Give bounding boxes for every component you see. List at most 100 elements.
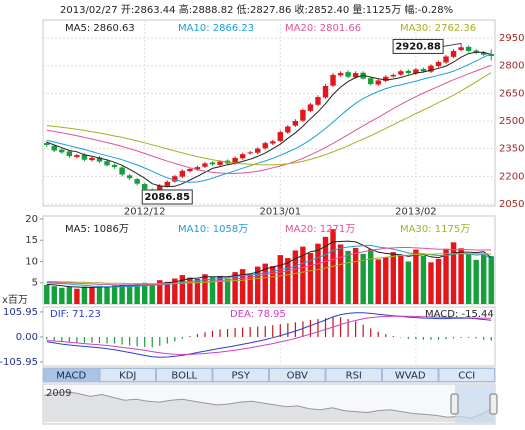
tab[interactable] [382, 368, 439, 382]
tab-label[interactable]: PSY [232, 371, 251, 382]
macd-bar [257, 326, 259, 337]
tab-label[interactable]: CCI [458, 371, 475, 382]
tab[interactable] [325, 368, 382, 382]
candle-body [187, 168, 193, 172]
candle-body [383, 76, 389, 81]
macd-bar [68, 336, 70, 343]
macd-bar [287, 323, 289, 337]
candle-body [315, 97, 321, 105]
candle-body [44, 143, 50, 145]
tab-label[interactable]: WVAD [395, 371, 426, 382]
macd-bar [53, 336, 55, 341]
y-tick-label: 2050 [499, 199, 524, 210]
volume-bar [375, 259, 381, 304]
candle-body [111, 164, 118, 168]
candle-body [345, 72, 351, 77]
volume-bar [74, 288, 80, 304]
y-tick-label: 15 [25, 235, 38, 246]
macd-bar [98, 336, 101, 344]
volume-bar [89, 287, 95, 304]
candle-body [74, 155, 80, 157]
legend-entry: MA20: 2801.66 [285, 23, 361, 34]
macd-bar [294, 322, 296, 337]
tab-label[interactable]: KDJ [119, 371, 136, 382]
macd-bar [347, 319, 349, 337]
ma-line [46, 53, 492, 183]
y-unit-label: x百万 [2, 294, 28, 306]
navigator-label: 2009 [46, 388, 71, 399]
tab-label[interactable]: BOLL [171, 371, 197, 382]
candle-body [465, 46, 472, 51]
macd-bar [339, 317, 342, 337]
tab[interactable] [269, 368, 326, 382]
candle-body [405, 70, 412, 74]
candle-body [352, 73, 359, 78]
volume-bar [141, 282, 148, 304]
volume-bar [390, 252, 397, 304]
navigator-selection[interactable] [455, 385, 494, 423]
macd-bar [226, 328, 229, 337]
volume-bar [383, 257, 389, 304]
ma-line [46, 64, 492, 174]
y-tick-label: 2950 [499, 33, 524, 44]
volume-bar [194, 278, 201, 304]
candle-body [413, 69, 419, 74]
candle-body [157, 185, 163, 193]
volume-bar [473, 259, 479, 304]
volume-bar [119, 284, 125, 304]
navigator-handle[interactable] [450, 393, 459, 415]
volume-bar [488, 256, 494, 304]
volume-bar [480, 254, 487, 304]
tab[interactable] [438, 368, 495, 382]
annotation-low: 2086.85 [144, 192, 190, 203]
tab[interactable] [212, 368, 269, 382]
candle-body [104, 161, 110, 166]
macd-bar [452, 336, 455, 339]
tab-label[interactable]: RSI [346, 371, 362, 382]
volume-bar [66, 286, 73, 304]
macd-bar [430, 336, 432, 340]
candle-body [134, 179, 140, 184]
candle-body [51, 145, 58, 151]
volume-bar [232, 272, 238, 304]
tab-label[interactable]: OBV [287, 371, 308, 382]
navigator-handle[interactable] [489, 393, 498, 415]
tab[interactable] [99, 368, 156, 382]
tab[interactable] [43, 368, 100, 382]
volume-bar [164, 281, 171, 304]
candle-body [292, 121, 299, 126]
macd-bar [234, 328, 236, 337]
macd-bar [415, 336, 417, 340]
macd-bar [136, 336, 138, 347]
volume-bar [428, 262, 434, 304]
y-tick-label: 105.95 [3, 307, 38, 318]
volume-bar [337, 244, 344, 304]
volume-bar [458, 248, 464, 304]
macd-bar [91, 336, 93, 343]
candle-body [217, 161, 223, 165]
volume-bar [59, 287, 65, 304]
macd-bar [475, 336, 477, 339]
macd-bar [324, 318, 327, 337]
volume-bar [413, 249, 419, 304]
ma-line [46, 253, 492, 285]
volume-bar [187, 277, 193, 304]
candle-body [164, 181, 171, 186]
volume-bar [96, 285, 103, 304]
macd-bar [460, 336, 462, 338]
volume-bar [262, 263, 268, 304]
macd-bar [83, 336, 86, 343]
volume-bar [300, 246, 306, 304]
macd-bar [166, 336, 168, 344]
y-tick-label: 2500 [499, 116, 524, 127]
candle-body [277, 132, 284, 141]
volume-bar [315, 243, 321, 304]
tab[interactable] [156, 368, 213, 382]
tab-label[interactable]: MACD [56, 371, 86, 382]
legend-entry: MA30: 2762.36 [400, 23, 476, 34]
macd-bar [370, 328, 372, 337]
macd-bar [355, 321, 357, 337]
ma-line [46, 72, 492, 166]
x-tick-label: 2013/02 [395, 207, 437, 218]
macd-bar [151, 336, 153, 348]
